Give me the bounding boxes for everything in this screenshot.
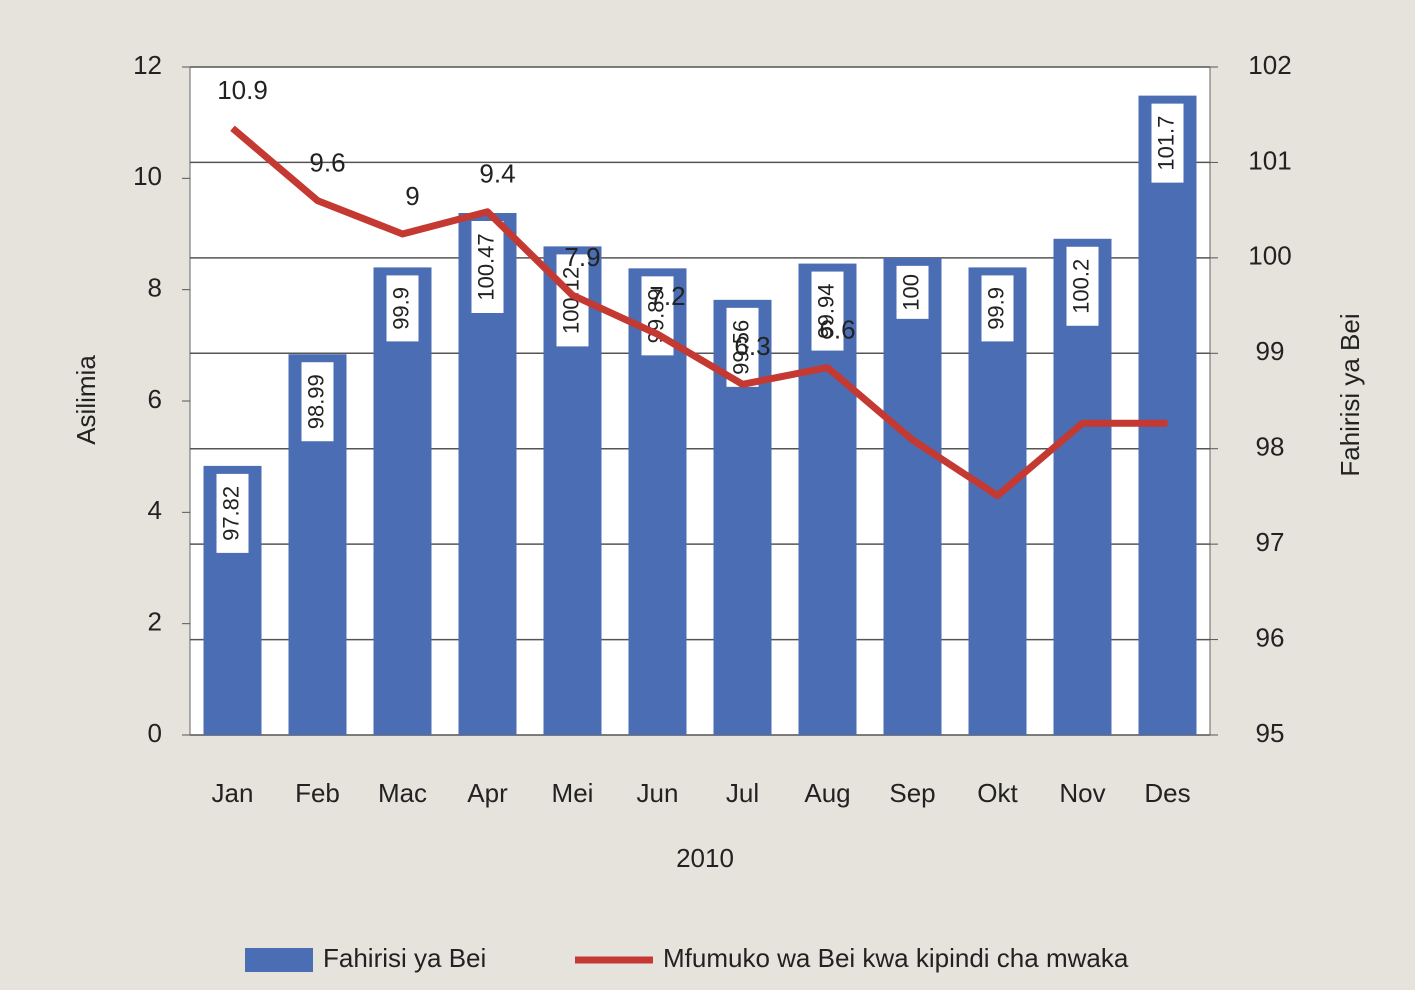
value-label-box [216, 473, 249, 553]
bar [968, 267, 1027, 735]
value-label: 99.56 [728, 320, 753, 375]
x-tick-label: Mac [378, 778, 427, 808]
value-label-box [471, 221, 504, 314]
x-tick-label: Mei [552, 778, 594, 808]
line-value-label: 9 [405, 181, 419, 211]
y-tick-label: 0 [148, 718, 162, 748]
value-label-box [726, 307, 759, 387]
x-tick-label: Aug [804, 778, 850, 808]
value-label-box [386, 275, 419, 342]
value-label: 99.9 [388, 287, 413, 330]
value-label: 98.99 [303, 374, 328, 429]
y-tick-label: 2 [148, 607, 162, 637]
x-tick-label: Feb [295, 778, 340, 808]
y2-axis-title: Fahirisi ya Bei [1335, 313, 1365, 476]
value-label: 100.47 [473, 233, 498, 300]
legend-swatch [245, 948, 313, 972]
line-value-label: 9.4 [479, 159, 515, 189]
x-tick-label: Jun [637, 778, 679, 808]
y2-tick-label: 102 [1248, 50, 1291, 80]
line-value-label: 6.6 [819, 314, 855, 344]
value-label-box [301, 362, 334, 442]
value-label: 97.82 [218, 486, 243, 541]
line-value-label: 10.9 [217, 75, 268, 105]
x-tick-label: Apr [467, 778, 508, 808]
x-tick-label: Nov [1059, 778, 1105, 808]
value-label-box [981, 275, 1014, 342]
x-tick-label: Okt [977, 778, 1018, 808]
y-tick-label: 10 [133, 161, 162, 191]
y2-tick-label: 96 [1256, 622, 1285, 652]
legend-label: Mfumuko wa Bei kwa kipindi cha mwaka [663, 943, 1129, 973]
y-tick-label: 8 [148, 273, 162, 303]
y2-tick-label: 98 [1256, 432, 1285, 462]
value-label-box [896, 265, 929, 319]
x-tick-label: Des [1144, 778, 1190, 808]
value-label: 100 [898, 274, 923, 311]
y-tick-label: 12 [133, 50, 162, 80]
bar [1138, 95, 1197, 736]
line [230, 125, 1168, 500]
value-label: 100.2 [1068, 259, 1093, 314]
y-tick-label: 4 [148, 495, 162, 525]
line-value-label: 7.2 [649, 281, 685, 311]
y2-tick-label: 99 [1256, 336, 1285, 366]
value-label-box [811, 271, 844, 351]
bar [373, 267, 432, 735]
x-tick-label: Jul [726, 778, 759, 808]
x-axis-title: 2010 [676, 843, 734, 873]
x-tick-label: Sep [889, 778, 935, 808]
value-label: 99.9 [983, 287, 1008, 330]
x-tick-label: Jan [212, 778, 254, 808]
y-tick-label: 6 [148, 384, 162, 414]
line-value-label: 9.6 [309, 147, 345, 177]
value-label: 99.94 [813, 284, 838, 339]
y2-tick-label: 95 [1256, 718, 1285, 748]
plot-area [189, 66, 1211, 736]
legend-label: Fahirisi ya Bei [323, 943, 486, 973]
y2-tick-label: 100 [1248, 241, 1291, 271]
bar [883, 257, 942, 735]
y2-tick-label: 101 [1248, 145, 1291, 175]
value-label-box [1066, 246, 1099, 326]
line-value-label: 6.3 [734, 331, 770, 361]
y2-tick-label: 97 [1256, 527, 1285, 557]
y-axis-title: Asilimia [71, 355, 101, 445]
line-value-label: 7.9 [564, 242, 600, 272]
value-label-box [1151, 103, 1184, 183]
value-label: 101.7 [1153, 116, 1178, 171]
